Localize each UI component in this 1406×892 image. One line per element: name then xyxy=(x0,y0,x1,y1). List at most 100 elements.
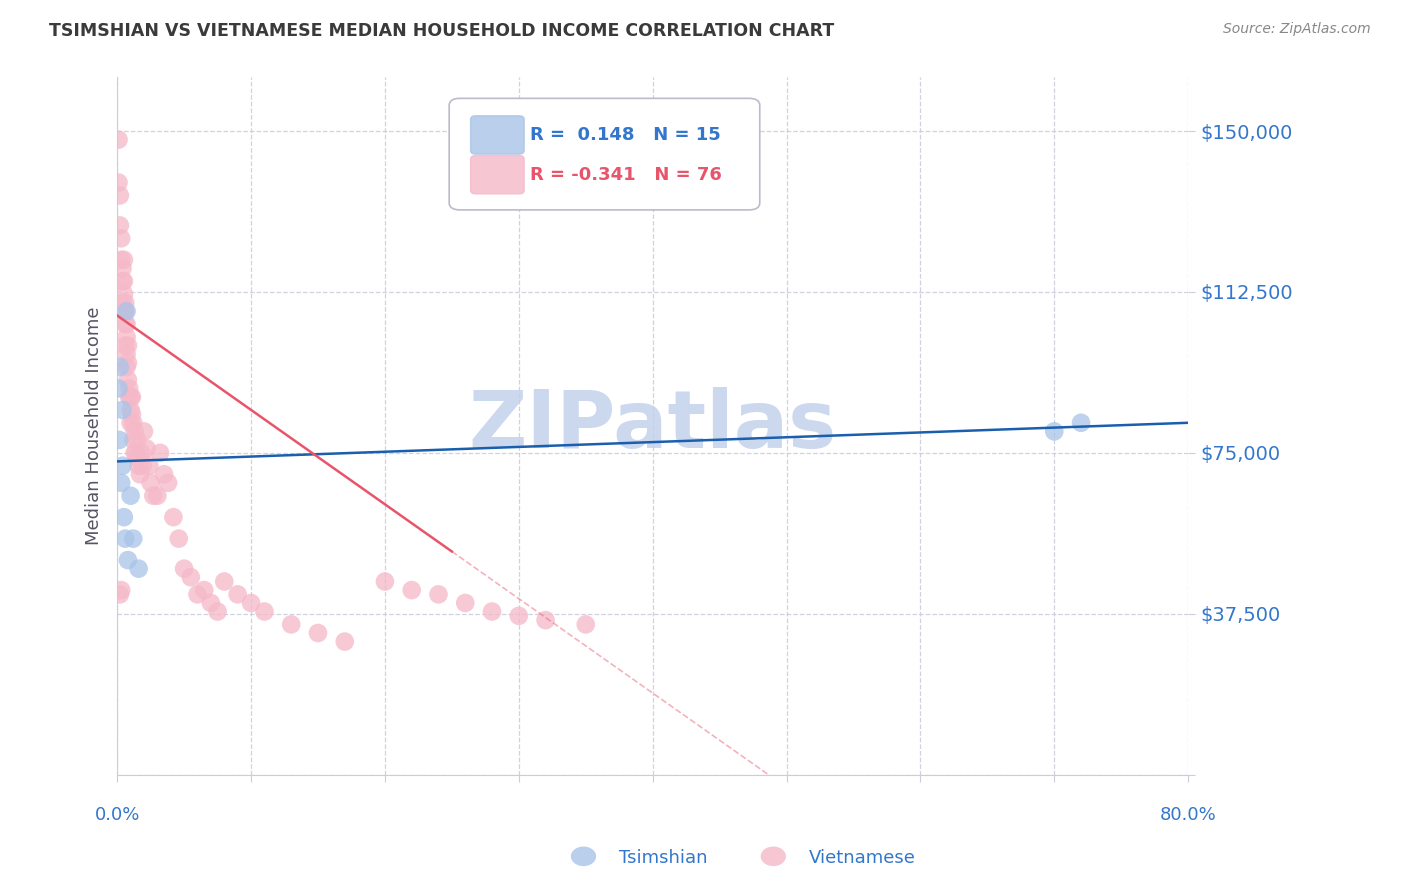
Point xyxy=(114,304,136,318)
Point xyxy=(120,489,142,503)
Point xyxy=(128,562,150,576)
Point xyxy=(110,231,132,245)
Point xyxy=(121,407,143,421)
Point xyxy=(120,416,142,430)
Point xyxy=(108,433,131,447)
Point xyxy=(111,458,134,473)
Point xyxy=(307,626,329,640)
Point xyxy=(427,587,450,601)
Point xyxy=(149,446,172,460)
Point xyxy=(107,382,129,396)
Point xyxy=(111,403,134,417)
Point xyxy=(214,574,236,589)
Point xyxy=(131,458,153,473)
Point xyxy=(108,359,131,374)
Point xyxy=(118,382,141,396)
Point xyxy=(117,553,139,567)
Point xyxy=(454,596,477,610)
Point xyxy=(508,608,530,623)
Text: R = -0.341   N = 76: R = -0.341 N = 76 xyxy=(530,166,721,184)
Point xyxy=(139,475,162,490)
Point xyxy=(142,489,165,503)
Point xyxy=(253,605,276,619)
Point xyxy=(1043,425,1066,439)
Point xyxy=(120,390,142,404)
Point xyxy=(200,596,222,610)
Point xyxy=(122,532,145,546)
Point xyxy=(112,287,135,301)
Point xyxy=(124,425,146,439)
Point xyxy=(207,605,229,619)
Point xyxy=(173,562,195,576)
Point xyxy=(114,295,136,310)
Text: Source: ZipAtlas.com: Source: ZipAtlas.com xyxy=(1223,22,1371,37)
Text: ZIPatlas: ZIPatlas xyxy=(468,387,837,465)
Point xyxy=(111,261,134,276)
FancyBboxPatch shape xyxy=(471,155,524,194)
Point xyxy=(186,587,208,601)
Point xyxy=(110,475,132,490)
Point xyxy=(280,617,302,632)
Point xyxy=(112,252,135,267)
Point xyxy=(124,446,146,460)
Point xyxy=(1070,416,1092,430)
Point xyxy=(115,304,138,318)
Point xyxy=(193,583,215,598)
Point xyxy=(401,583,423,598)
Point xyxy=(128,458,150,473)
Point xyxy=(111,274,134,288)
Point xyxy=(127,433,149,447)
Point xyxy=(120,403,142,417)
Point xyxy=(108,188,131,202)
Point xyxy=(115,359,138,374)
Point xyxy=(114,338,136,352)
Point xyxy=(107,176,129,190)
Point xyxy=(111,295,134,310)
Text: TSIMSHIAN VS VIETNAMESE MEDIAN HOUSEHOLD INCOME CORRELATION CHART: TSIMSHIAN VS VIETNAMESE MEDIAN HOUSEHOLD… xyxy=(49,22,834,40)
Point xyxy=(114,532,136,546)
Point xyxy=(226,587,249,601)
Point xyxy=(333,634,356,648)
Point xyxy=(132,425,155,439)
Point xyxy=(117,356,139,370)
Point xyxy=(117,373,139,387)
Point xyxy=(481,605,503,619)
Point xyxy=(108,587,131,601)
Point xyxy=(121,390,143,404)
Text: 80.0%: 80.0% xyxy=(1160,806,1216,824)
Text: Tsimshian: Tsimshian xyxy=(619,849,707,867)
FancyBboxPatch shape xyxy=(471,116,524,154)
Text: Vietnamese: Vietnamese xyxy=(808,849,915,867)
Text: 0.0%: 0.0% xyxy=(94,806,139,824)
Point xyxy=(110,583,132,598)
Y-axis label: Median Household Income: Median Household Income xyxy=(86,307,103,545)
Point xyxy=(118,390,141,404)
Point xyxy=(575,617,598,632)
Point xyxy=(162,510,184,524)
Point xyxy=(122,416,145,430)
Point xyxy=(115,330,138,344)
Point xyxy=(146,489,169,503)
Point xyxy=(534,613,557,627)
Point xyxy=(153,467,176,482)
Point xyxy=(122,433,145,447)
Point xyxy=(117,338,139,352)
Text: R =  0.148   N = 15: R = 0.148 N = 15 xyxy=(530,126,720,144)
Point xyxy=(180,570,202,584)
Point xyxy=(108,219,131,233)
Point xyxy=(112,274,135,288)
Point xyxy=(127,450,149,464)
Point xyxy=(157,475,180,490)
Point xyxy=(112,304,135,318)
FancyBboxPatch shape xyxy=(449,98,759,210)
Point xyxy=(129,467,152,482)
Point xyxy=(114,317,136,331)
Point xyxy=(138,458,160,473)
Point xyxy=(125,446,148,460)
Point xyxy=(115,347,138,361)
Point xyxy=(112,510,135,524)
Point xyxy=(167,532,190,546)
Point xyxy=(129,446,152,460)
Point xyxy=(374,574,396,589)
Point xyxy=(110,252,132,267)
